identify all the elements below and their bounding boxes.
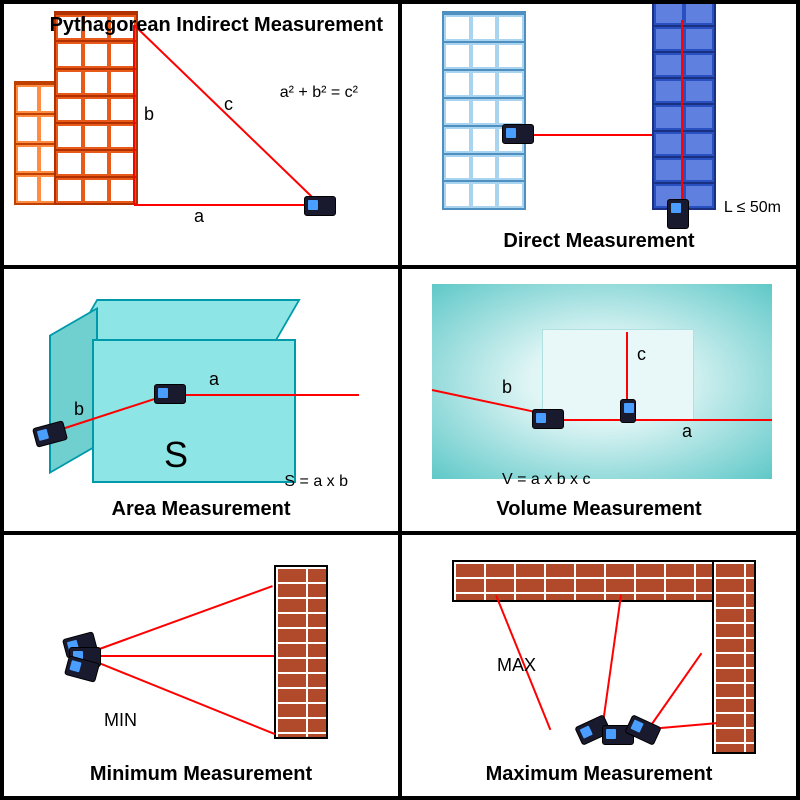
device-icon: [532, 409, 564, 429]
room-back-wall: [542, 329, 694, 421]
panel-volume: a b c V = a x b x c Volume Measurement: [400, 267, 798, 532]
label-a: a: [194, 206, 204, 227]
building-orange-large: [54, 11, 138, 205]
panel-title: Area Measurement: [4, 498, 398, 521]
panel-title: Maximum Measurement: [402, 763, 796, 786]
laser-2: [94, 655, 274, 657]
panel-title: Volume Measurement: [402, 498, 796, 521]
brick-wall-right: [712, 560, 756, 754]
laser-b: [133, 25, 135, 205]
device-icon: [620, 399, 636, 423]
laser-a: [179, 394, 359, 396]
laser-4: [646, 652, 702, 731]
brick-wall-top: [452, 560, 756, 602]
device-icon: [154, 384, 186, 404]
device-icon: [304, 196, 336, 216]
panel-area: a b S S = a x b Area Measurement: [2, 267, 400, 532]
label-a: a: [682, 421, 692, 442]
panel-title: Direct Measurement: [402, 230, 796, 253]
building-lightblue: [442, 11, 526, 210]
laser-vertical: [681, 20, 683, 215]
laser-1: [94, 585, 273, 652]
formula: a² + b² = c²: [280, 84, 358, 102]
panel-title: Minimum Measurement: [4, 763, 398, 786]
laser-horizontal: [522, 134, 652, 136]
device-icon: [502, 124, 534, 144]
label-c: c: [637, 344, 646, 365]
panel-title: Pythagorean Indirect Measurement: [50, 14, 383, 36]
laser-a: [562, 419, 772, 421]
label-b: b: [144, 104, 154, 125]
formula: V = a x b x c: [502, 471, 590, 489]
panel-pythagorean: a b c Pythagorean Indirect Measurement a…: [2, 2, 400, 267]
laser-a: [134, 204, 314, 206]
building-darkblue: [652, 2, 716, 210]
label-c: c: [224, 94, 233, 115]
panel-min: MIN Minimum Measurement: [2, 533, 400, 798]
label-b: b: [74, 399, 84, 420]
formula: S = a x b: [284, 473, 348, 491]
measurement-grid: a b c Pythagorean Indirect Measurement a…: [0, 0, 800, 800]
device-icon: [667, 199, 689, 229]
cube-left: [49, 307, 98, 474]
laser-2: [601, 594, 622, 733]
cube-front: [92, 339, 296, 483]
panel-max: MAX Maximum Measurement: [400, 533, 798, 798]
label-min: MIN: [104, 710, 137, 731]
brick-wall: [274, 565, 328, 739]
label-b: b: [502, 377, 512, 398]
laser-c: [133, 24, 321, 206]
label-a: a: [209, 369, 219, 390]
range-text: L ≤ 50m: [724, 199, 781, 217]
cube-top: [71, 299, 300, 343]
label-max: MAX: [497, 655, 536, 676]
symbol-s: S: [164, 434, 188, 476]
panel-direct: L ≤ 50m Direct Measurement: [400, 2, 798, 267]
